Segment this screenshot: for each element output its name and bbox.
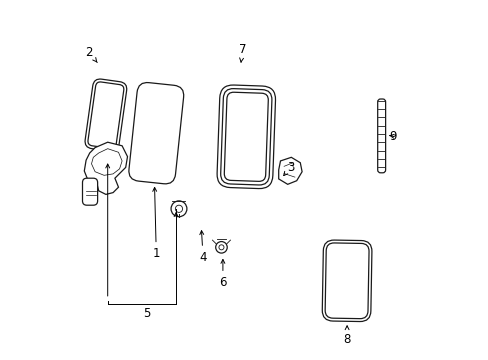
Polygon shape — [91, 149, 122, 175]
Text: 1: 1 — [152, 188, 160, 260]
Text: 9: 9 — [388, 130, 396, 143]
Text: 5: 5 — [143, 307, 151, 320]
FancyBboxPatch shape — [129, 82, 183, 184]
FancyBboxPatch shape — [82, 178, 98, 205]
FancyBboxPatch shape — [88, 82, 123, 148]
Circle shape — [171, 201, 186, 217]
Text: 7: 7 — [239, 43, 246, 62]
FancyBboxPatch shape — [322, 240, 371, 321]
FancyBboxPatch shape — [224, 92, 268, 181]
Text: 2: 2 — [85, 46, 97, 63]
Text: 3: 3 — [283, 161, 294, 176]
FancyBboxPatch shape — [85, 79, 126, 151]
Polygon shape — [84, 142, 127, 194]
Circle shape — [219, 245, 224, 250]
FancyBboxPatch shape — [325, 243, 368, 319]
FancyBboxPatch shape — [217, 85, 275, 189]
FancyBboxPatch shape — [220, 89, 271, 185]
Polygon shape — [278, 157, 302, 184]
Text: 6: 6 — [219, 260, 226, 289]
FancyBboxPatch shape — [377, 99, 385, 173]
Circle shape — [175, 205, 182, 212]
Text: 4: 4 — [199, 231, 206, 264]
Circle shape — [215, 242, 227, 253]
Text: 8: 8 — [343, 326, 350, 346]
